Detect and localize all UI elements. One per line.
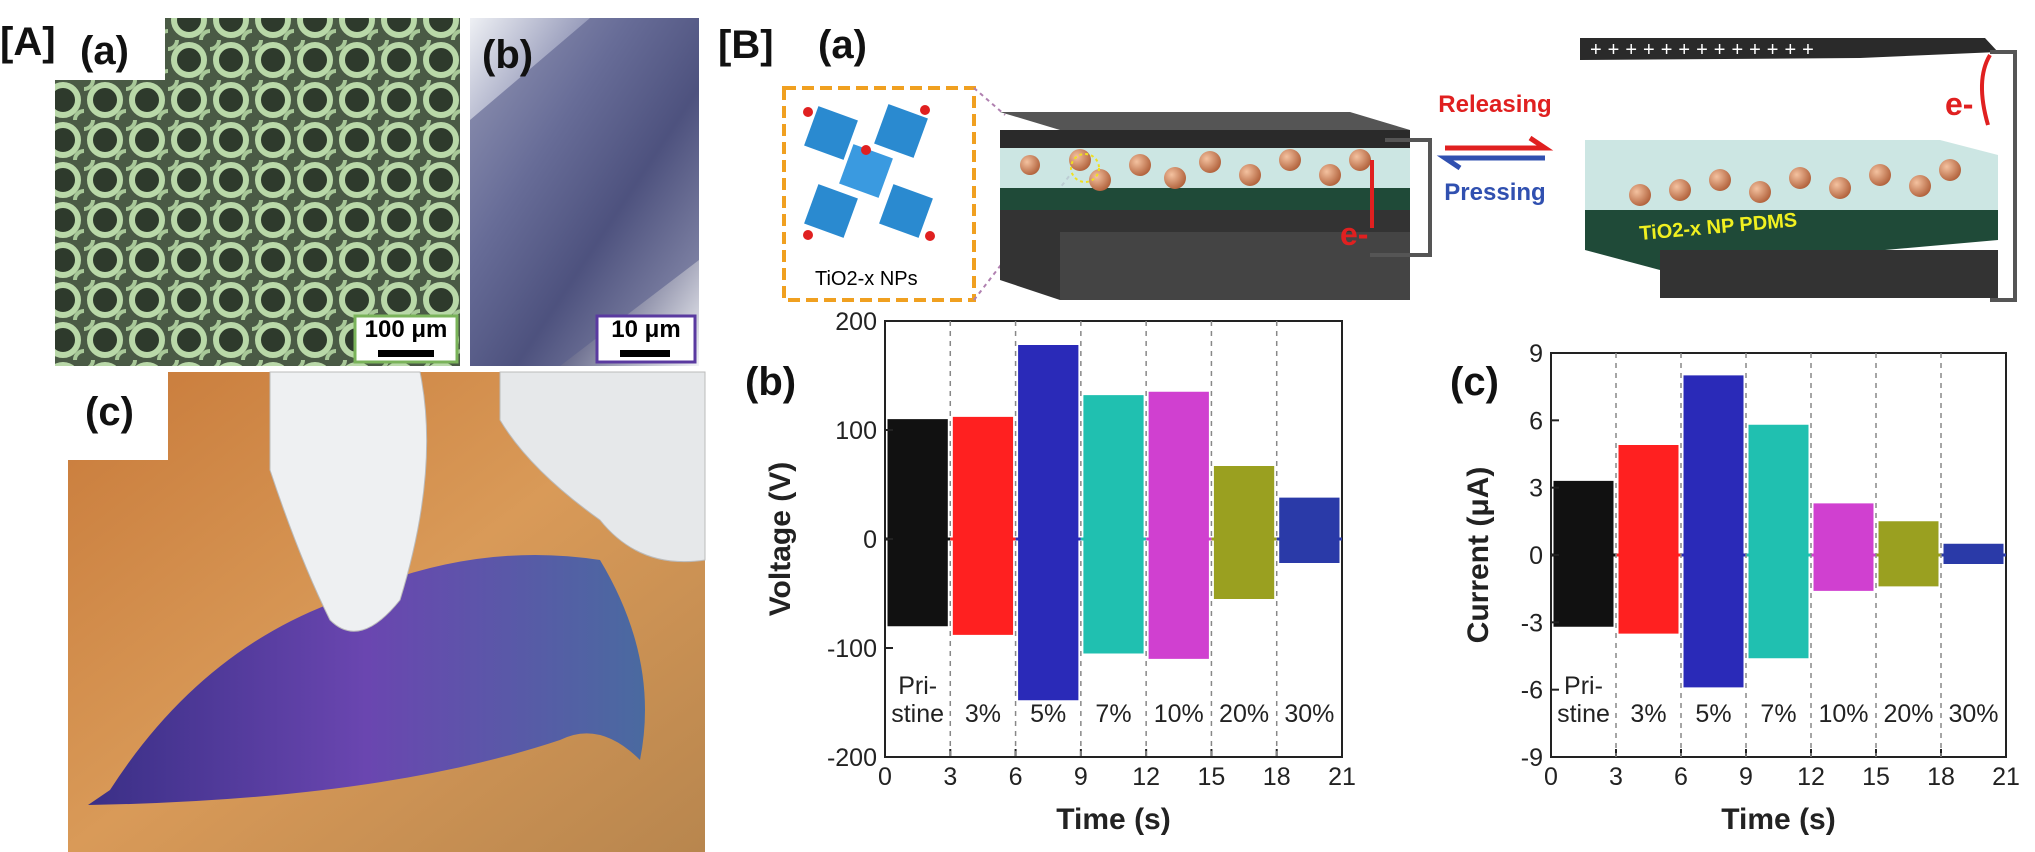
crystal xyxy=(803,104,935,241)
y-axis-label: Current (μA) xyxy=(1462,467,1495,644)
category-label: 30% xyxy=(1948,700,1998,728)
sub-label: (c) xyxy=(85,390,134,434)
y-tick-label: 3 xyxy=(1529,475,1543,503)
sub-label: (b) xyxy=(482,33,533,77)
glove xyxy=(269,371,428,632)
category-label: 7% xyxy=(1760,700,1796,728)
y-tick-label: -200 xyxy=(827,744,877,772)
signal-segment xyxy=(1813,503,1874,591)
category-label: 3% xyxy=(965,700,1001,728)
x-axis-label: Time (s) xyxy=(1721,803,1835,836)
electron: e- xyxy=(1945,86,1973,122)
x-tick-label: 9 xyxy=(1074,763,1088,791)
sub-label: (a) xyxy=(80,29,129,73)
sub-label: (a) xyxy=(818,23,867,67)
y-axis-label: Voltage (V) xyxy=(764,462,797,616)
y-tick-label: 0 xyxy=(863,526,877,554)
signal-segment xyxy=(1213,466,1275,599)
svg-text:+++++++++++++: +++++++++++++ xyxy=(1590,39,1820,61)
x-tick-label: 6 xyxy=(1009,763,1023,791)
scale-bar xyxy=(378,350,434,357)
scale-text: 10 μm xyxy=(611,316,680,343)
y-tick-label: -9 xyxy=(1521,744,1543,772)
scale-text: 100 μm xyxy=(365,316,448,343)
category-label: 10% xyxy=(1154,700,1204,728)
x-tick-label: 3 xyxy=(943,763,957,791)
x-tick-label: 15 xyxy=(1862,763,1890,791)
x-tick-label: 15 xyxy=(1198,763,1226,791)
y-tick-label: 9 xyxy=(1529,340,1543,368)
category-label: 20% xyxy=(1883,700,1933,728)
panel-label: (c) xyxy=(1450,360,1499,404)
panel-label: (b) xyxy=(745,360,796,404)
sem-texture xyxy=(470,18,699,366)
signal-segment xyxy=(1748,424,1809,659)
category-label: 10% xyxy=(1818,700,1868,728)
category-label: 5% xyxy=(1030,700,1066,728)
category-label: 20% xyxy=(1219,700,1269,728)
signal-segment xyxy=(1018,345,1079,701)
electron: e- xyxy=(1340,216,1368,252)
x-tick-label: 0 xyxy=(878,763,892,791)
x-tick-label: 12 xyxy=(1797,763,1825,791)
arrow xyxy=(1445,135,1554,151)
device-released: +++++++++++++ xyxy=(1580,38,2017,302)
inset-box xyxy=(782,86,976,302)
category-label: 7% xyxy=(1095,700,1131,728)
x-tick-label: 12 xyxy=(1132,763,1160,791)
x-tick-label: 21 xyxy=(1992,763,2020,791)
category-label: 5% xyxy=(1695,700,1731,728)
connector xyxy=(973,87,1006,116)
category-label: stine xyxy=(891,700,944,728)
x-tick-label: 6 xyxy=(1674,763,1688,791)
x-tick-label: 3 xyxy=(1609,763,1623,791)
device-pressed xyxy=(1000,112,1432,300)
y-tick-label: 6 xyxy=(1529,407,1543,435)
y-tick-label: 100 xyxy=(835,417,877,445)
signal-segment xyxy=(1683,375,1744,688)
x-tick-label: 0 xyxy=(1544,763,1558,791)
signal-segment xyxy=(1148,391,1209,659)
scale-bar xyxy=(620,350,670,357)
signal-segment xyxy=(1083,395,1144,654)
y-tick-label: -6 xyxy=(1521,677,1543,705)
x-tick-label: 9 xyxy=(1739,763,1753,791)
panel-label: [A] xyxy=(0,20,56,64)
category-label: Pri- xyxy=(898,672,937,700)
category-label: stine xyxy=(1557,700,1610,728)
category-label: 3% xyxy=(1630,700,1666,728)
category-label: 30% xyxy=(1284,700,1334,728)
panel-label: [B] xyxy=(718,23,774,67)
glove xyxy=(499,371,706,563)
inset-caption: TiO2-x NPs xyxy=(815,268,918,290)
x-tick-label: 18 xyxy=(1263,763,1291,791)
press-label: Pressing xyxy=(1444,179,1545,206)
x-tick-label: 21 xyxy=(1328,763,1356,791)
y-tick-label: 0 xyxy=(1529,542,1543,570)
purple-sheet xyxy=(88,555,645,805)
signal-segment xyxy=(1279,497,1340,563)
x-tick-label: 18 xyxy=(1927,763,1955,791)
y-tick-label: 200 xyxy=(835,308,877,336)
label-box xyxy=(68,372,168,460)
label-box xyxy=(55,18,165,80)
category-label: Pri- xyxy=(1564,672,1603,700)
y-tick-label: -3 xyxy=(1521,609,1543,637)
x-axis-label: Time (s) xyxy=(1056,803,1170,836)
signal-segment xyxy=(1618,445,1679,634)
signal-segment xyxy=(952,416,1014,635)
signal-segment xyxy=(887,419,948,627)
release-label: Releasing xyxy=(1438,91,1551,118)
arrow xyxy=(1436,155,1545,171)
y-tick-label: -100 xyxy=(827,635,877,663)
